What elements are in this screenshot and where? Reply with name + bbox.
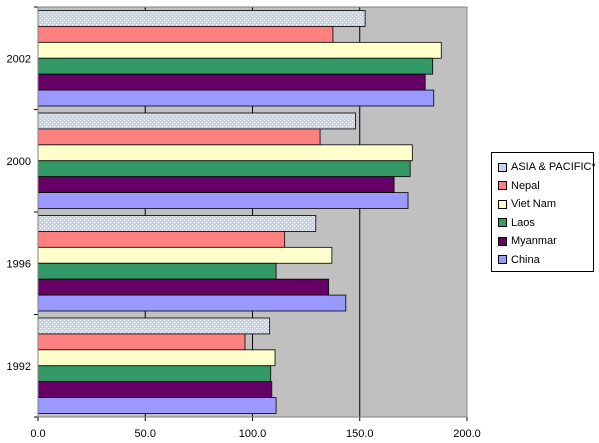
x-tick-label: 0.0 — [30, 428, 45, 440]
bar-asia-pacific-1996 — [37, 215, 317, 232]
tick-labels: 0.0 50.0 100.0 150.0 200.0 2002 2000 1996 1992 — [7, 53, 481, 440]
legend-item: China — [498, 253, 540, 267]
x-tick-label: 100.0 — [239, 428, 267, 440]
legend-swatch — [498, 162, 507, 172]
bar-viet-nam-1996 — [37, 246, 333, 264]
legend-swatch — [498, 199, 507, 209]
bar-nepal-1992 — [37, 333, 246, 351]
bar-myanmar-1992 — [37, 381, 273, 398]
legend-swatch — [498, 218, 507, 227]
bar-asia-pacific-1992 — [37, 317, 271, 335]
axes — [34, 6, 468, 421]
legend-label: Nepal — [511, 179, 540, 192]
bar-viet-nam-2000 — [37, 144, 413, 162]
bar-nepal-2000 — [37, 128, 321, 146]
bar-nepal-2002 — [37, 26, 334, 43]
legend-item: Myanmar — [498, 234, 557, 248]
y-tick-label: 1992 — [7, 361, 31, 373]
x-tick-label: 50.0 — [135, 428, 156, 440]
legend-swatch — [498, 255, 507, 264]
bar-nepal-1996 — [37, 231, 286, 248]
bar-myanmar-1996 — [37, 278, 330, 296]
bar-myanmar-2002 — [37, 73, 426, 91]
bar-myanmar-2000 — [37, 176, 395, 193]
legend-item: Laos — [498, 216, 535, 230]
y-tick-label: 2002 — [7, 53, 31, 65]
legend-item: Nepal — [498, 179, 540, 193]
legend-label: China — [511, 253, 540, 266]
x-tick-label: 200.0 — [453, 428, 481, 440]
bar-laos-2000 — [37, 160, 411, 178]
legend-swatch — [498, 236, 507, 246]
bar-viet-nam-2002 — [37, 41, 442, 59]
bar-china-1996 — [37, 294, 347, 312]
legend-label: Viet Nam — [511, 198, 557, 210]
y-tick-label: 1996 — [7, 258, 31, 270]
bar-viet-nam-1992 — [37, 349, 276, 367]
bar-china-2000 — [37, 192, 409, 209]
legend: ASIA & PACIFIC* Nepal Viet Nam Laos Myanmar C… — [491, 152, 596, 272]
x-tick-label: 150.0 — [346, 428, 374, 440]
plot-border — [37, 6, 468, 418]
bar-laos-2002 — [37, 57, 434, 75]
legend-swatch — [498, 181, 507, 190]
bar-asia-pacific-2002 — [37, 10, 366, 27]
y-tick-label: 2000 — [7, 156, 31, 168]
bar-china-2002 — [37, 89, 435, 107]
bar-laos-1992 — [37, 365, 272, 383]
bars — [37, 10, 442, 414]
legend-item: ASIA & PACIFIC* — [498, 160, 596, 174]
legend-item: Viet Nam — [498, 197, 556, 211]
legend-label: Myanmar — [511, 235, 557, 247]
legend-label: Laos — [511, 216, 535, 229]
bar-asia-pacific-2000 — [37, 112, 356, 130]
bar-laos-1996 — [37, 262, 277, 280]
legend-label: ASIA & PACIFIC* — [511, 161, 596, 173]
bar-china-1992 — [37, 397, 277, 414]
